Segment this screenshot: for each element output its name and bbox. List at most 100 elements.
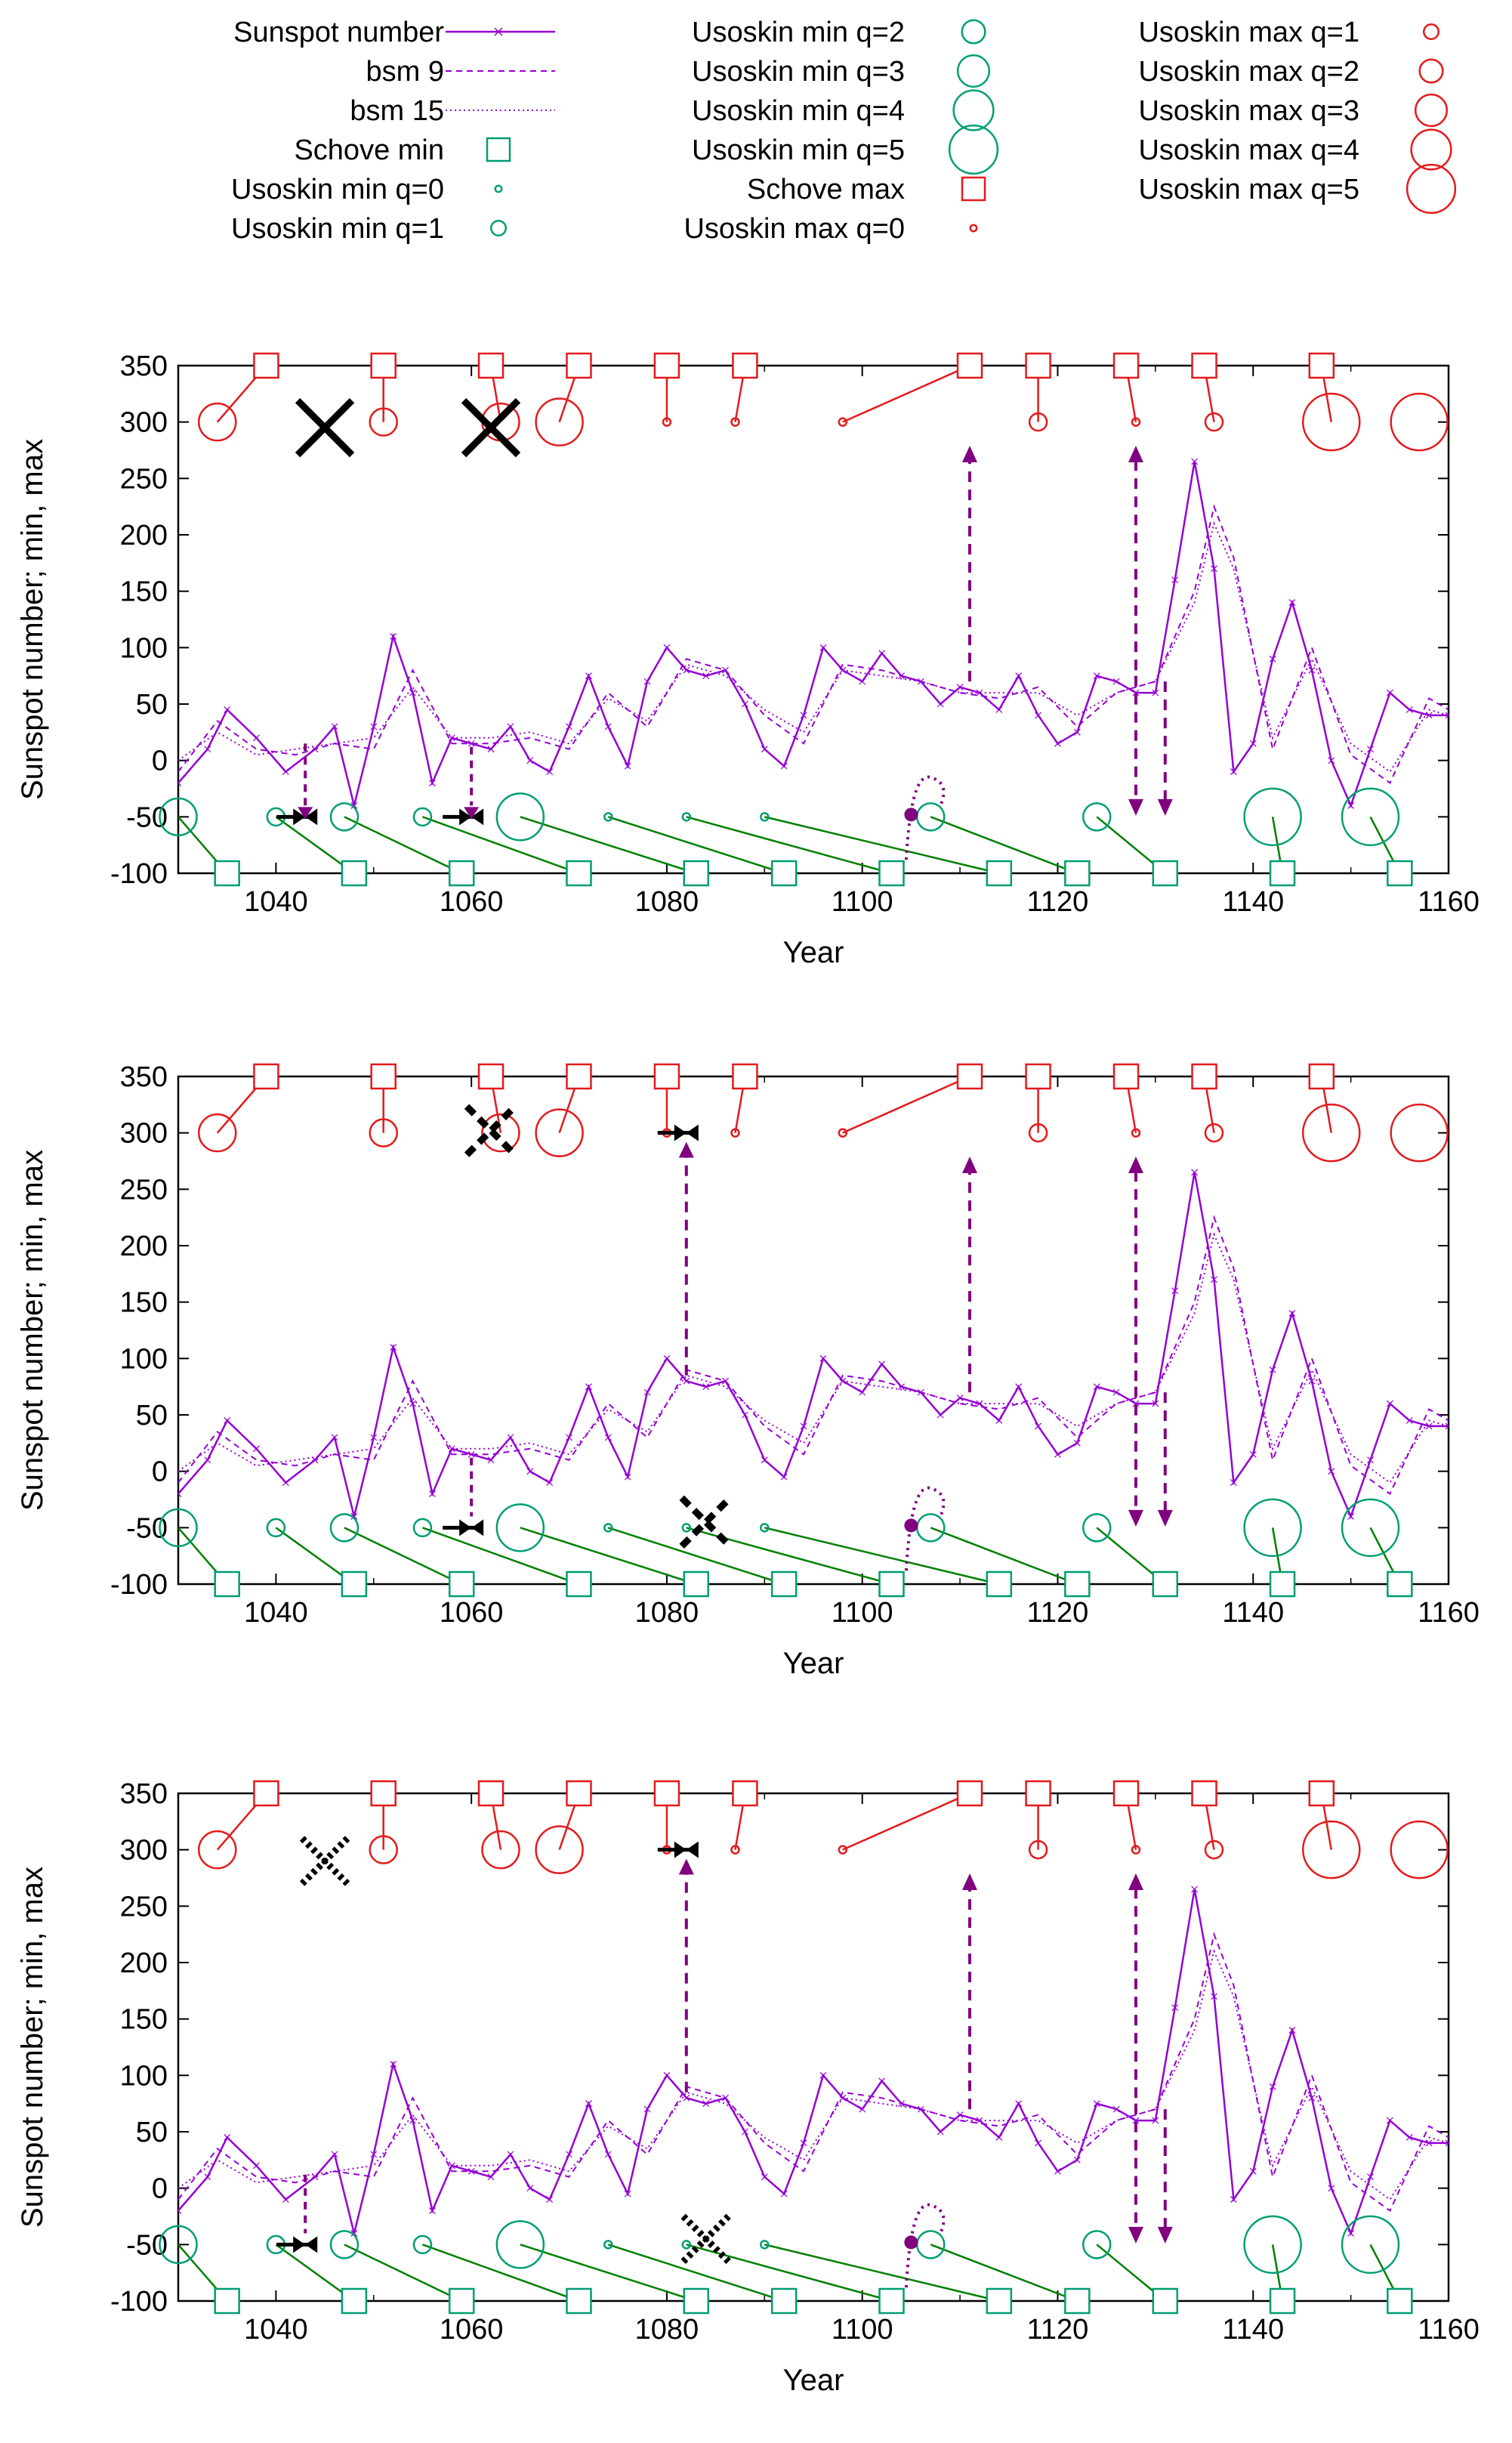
legend-item-usoskin-min-q-2: Usoskin min q=2	[692, 17, 986, 48]
min-link	[344, 2244, 462, 2302]
min-link	[275, 816, 355, 875]
bowtie-head	[471, 808, 484, 826]
data-point	[643, 678, 651, 685]
min-link	[930, 2244, 1078, 2302]
schove-min-marker	[341, 860, 368, 887]
data-point	[878, 2077, 885, 2085]
y-tick-label: -50	[126, 801, 168, 833]
data-point	[624, 762, 631, 770]
max-link	[842, 364, 970, 423]
y-tick-label: 50	[136, 2117, 168, 2148]
data-point	[1093, 672, 1100, 680]
usoskin-max-marker	[1131, 417, 1141, 427]
usoskin-max-marker	[1301, 392, 1361, 452]
data-point	[624, 1473, 631, 1481]
data-point	[1112, 1388, 1120, 1396]
y-tick-label: 250	[120, 463, 168, 495]
data-point	[819, 2071, 827, 2079]
data-point	[566, 2151, 572, 2158]
data-point	[1035, 1422, 1042, 1430]
min-link	[930, 816, 1078, 875]
data-point	[585, 2100, 592, 2108]
data-point	[370, 723, 378, 730]
series-line-sunspot-number	[178, 1889, 1449, 2236]
arrow-head	[962, 1873, 978, 1890]
data-point	[585, 1383, 592, 1391]
usoskin-min-marker	[760, 812, 770, 822]
usoskin-min-marker	[159, 1508, 198, 1548]
data-point	[976, 689, 983, 696]
schove-min-marker	[448, 1570, 475, 1598]
schove-min-marker	[986, 2287, 1013, 2315]
arrow-head	[1128, 798, 1143, 816]
data-point	[350, 2229, 358, 2237]
data-point	[937, 1411, 944, 1419]
usoskin-min-marker	[1082, 1513, 1112, 1543]
schove-max-marker	[1112, 1780, 1140, 1807]
usoskin-min-marker	[1243, 2215, 1302, 2275]
usoskin-min-marker	[329, 1513, 359, 1543]
usoskin-max-marker	[369, 1835, 398, 1864]
usoskin-min-marker	[603, 1523, 613, 1533]
data-point	[604, 2151, 612, 2158]
data-point	[995, 1417, 1003, 1424]
data-point	[1093, 2100, 1100, 2108]
legend-label: bsm 9	[366, 56, 444, 88]
series-line-bsm-15	[178, 1948, 1449, 2201]
schove-max-marker	[477, 352, 505, 379]
data-point	[1152, 689, 1159, 696]
schove-max-marker	[1308, 352, 1335, 379]
legend-swatch	[961, 19, 986, 45]
usoskin-min-marker	[412, 2235, 433, 2255]
schove-min-marker	[878, 860, 905, 887]
data-point	[1308, 2094, 1316, 2102]
data-point	[507, 2151, 514, 2158]
schove-min-marker	[1152, 860, 1179, 887]
min-link	[607, 816, 785, 875]
legend-label: Schove max	[747, 174, 905, 205]
data-point	[1152, 1400, 1159, 1407]
usoskin-max-marker	[198, 1830, 237, 1870]
y-tick-label: 200	[120, 1231, 168, 1262]
schove-max-marker	[732, 352, 758, 379]
data-point	[1132, 1400, 1140, 1407]
usoskin-min-marker	[603, 2240, 613, 2250]
schove-min-marker	[1387, 1570, 1413, 1598]
y-tick-label: 250	[120, 1891, 168, 1923]
usoskin-max-marker	[838, 1845, 848, 1855]
schove-min-marker	[214, 2287, 240, 2315]
data-point	[253, 1445, 260, 1453]
usoskin-min-marker	[329, 2230, 359, 2259]
usoskin-max-marker	[1028, 1123, 1048, 1143]
schove-min-marker	[448, 2287, 475, 2315]
x-tick-label: 1100	[832, 1597, 893, 1629]
x-tick-label: 1060	[440, 886, 504, 918]
data-point	[1445, 2139, 1449, 2147]
data-point	[1132, 2117, 1140, 2124]
min-link	[275, 2244, 355, 2302]
data-point	[1386, 2117, 1393, 2124]
min-link	[275, 1527, 355, 1586]
data-point	[1406, 2134, 1413, 2141]
y-tick-label: 100	[120, 2060, 168, 2092]
data-point	[428, 780, 436, 786]
usoskin-max-marker	[535, 397, 584, 446]
min-link	[764, 816, 1000, 875]
data-point	[819, 644, 827, 651]
series-line-sunspot-number	[178, 461, 1449, 808]
arrow-head	[298, 807, 313, 820]
data-point	[995, 2134, 1003, 2141]
y-tick-label: 350	[120, 1778, 168, 1810]
data-point	[878, 1360, 885, 1368]
x-tick-label: 1040	[244, 2314, 308, 2346]
data-point	[224, 1417, 231, 1424]
legend-item-bsm-9: bsm 9	[366, 56, 555, 88]
data-point	[683, 666, 690, 674]
data-point	[643, 2105, 651, 2113]
schove-min-marker	[770, 1570, 798, 1598]
usoskin-min-marker	[159, 2225, 198, 2265]
data-point	[1386, 689, 1393, 696]
schove-max-marker	[1025, 352, 1051, 379]
y-tick-label: -100	[110, 1569, 168, 1601]
y-tick-label: 150	[120, 2004, 168, 2036]
